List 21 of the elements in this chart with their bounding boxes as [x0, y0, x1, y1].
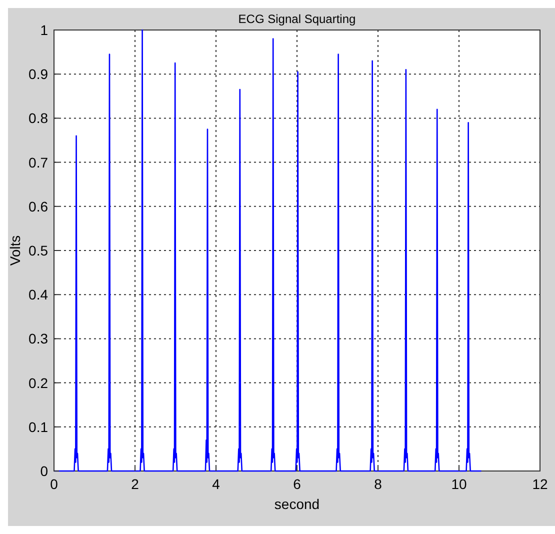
- y-tick-label: 0.5: [28, 242, 48, 258]
- x-tick-label: 8: [374, 476, 382, 492]
- x-tick-label: 12: [532, 476, 548, 492]
- y-tick-label: 0.1: [28, 418, 48, 435]
- y-tick-label: 0.9: [28, 66, 48, 82]
- x-tick-label: 10: [451, 476, 467, 492]
- y-tick-label: 0.3: [28, 330, 48, 347]
- y-tick-label: 0.2: [28, 374, 48, 391]
- y-tick-label: 0.7: [28, 154, 48, 170]
- y-tick-label: 1: [40, 22, 48, 38]
- x-tick-label: 4: [212, 476, 220, 492]
- y-tick-label: 0.8: [28, 110, 48, 126]
- y-tick-label: 0: [40, 463, 48, 479]
- y-tick-label: 0.6: [28, 198, 48, 214]
- x-tick-label: 0: [50, 476, 58, 492]
- chart-title: ECG Signal Squarting: [238, 12, 356, 26]
- y-axis-title: Volts: [7, 235, 23, 266]
- x-tick-label: 6: [293, 476, 302, 492]
- x-tick-label: 2: [131, 476, 140, 492]
- x-axis-title: second: [274, 496, 320, 512]
- y-tick-label: 0.4: [28, 286, 48, 303]
